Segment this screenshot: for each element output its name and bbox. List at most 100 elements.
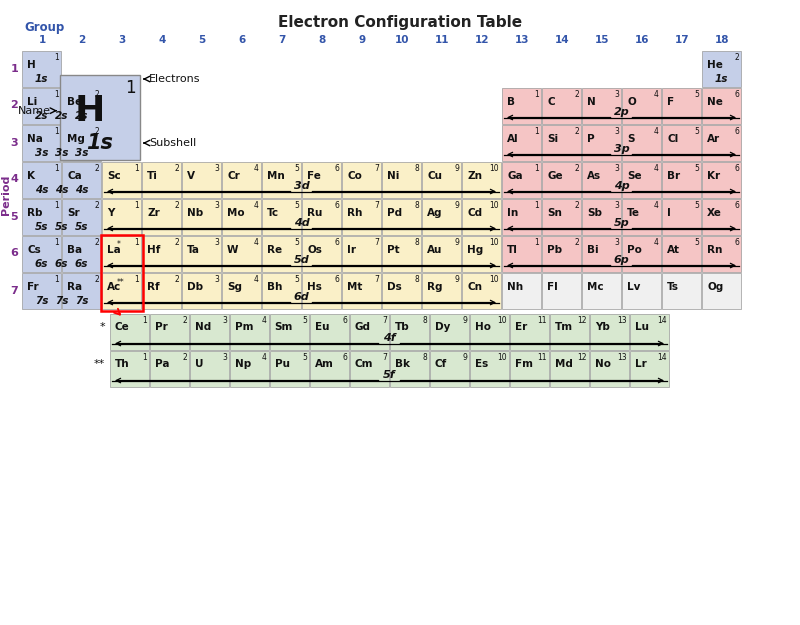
- Bar: [662, 199, 701, 235]
- Bar: [630, 314, 669, 350]
- Text: Ta: Ta: [187, 244, 200, 254]
- Text: Cf: Cf: [434, 359, 447, 369]
- Bar: [462, 199, 501, 235]
- Text: Mt: Mt: [347, 282, 362, 292]
- Text: Ra: Ra: [67, 282, 82, 292]
- Text: F: F: [667, 97, 674, 107]
- Text: Ho: Ho: [474, 322, 490, 332]
- Text: Fe: Fe: [307, 171, 321, 181]
- Text: H: H: [27, 59, 36, 69]
- Text: Sm: Sm: [274, 322, 293, 332]
- Text: Bh: Bh: [267, 282, 282, 292]
- Text: 6: 6: [334, 238, 339, 247]
- Text: 3: 3: [614, 164, 619, 173]
- Text: Name: Name: [18, 106, 51, 116]
- Text: 7: 7: [374, 275, 379, 284]
- Bar: [382, 199, 421, 235]
- Bar: [622, 236, 661, 272]
- Bar: [582, 125, 621, 161]
- Text: Cm: Cm: [354, 359, 373, 369]
- Bar: [422, 162, 461, 198]
- Bar: [422, 273, 461, 309]
- Text: 2: 2: [574, 164, 579, 173]
- Bar: [22, 88, 61, 124]
- Text: 8: 8: [422, 316, 427, 325]
- Text: Mc: Mc: [587, 282, 604, 292]
- Text: 2: 2: [182, 353, 187, 362]
- Text: 14: 14: [658, 353, 667, 362]
- Text: 1: 1: [534, 164, 539, 173]
- Text: Eu: Eu: [314, 322, 329, 332]
- Text: 4: 4: [654, 164, 659, 173]
- Text: He: He: [707, 59, 723, 69]
- Text: Pb: Pb: [547, 244, 562, 254]
- Bar: [22, 199, 61, 235]
- Text: Y: Y: [107, 208, 114, 217]
- Text: Se: Se: [627, 171, 642, 181]
- Text: 8: 8: [414, 275, 419, 284]
- Bar: [502, 273, 541, 309]
- Bar: [510, 351, 549, 387]
- Text: Hs: Hs: [307, 282, 322, 292]
- Text: 3s: 3s: [75, 148, 88, 158]
- Bar: [630, 351, 669, 387]
- Text: Dy: Dy: [434, 322, 450, 332]
- Bar: [622, 273, 661, 309]
- Bar: [502, 199, 541, 235]
- Text: Be: Be: [67, 97, 82, 107]
- Bar: [382, 236, 421, 272]
- Text: Pa: Pa: [154, 359, 169, 369]
- Text: 1: 1: [10, 64, 18, 74]
- Text: Si: Si: [547, 134, 558, 144]
- Text: 4s: 4s: [55, 185, 68, 195]
- Text: Nd: Nd: [194, 322, 211, 332]
- Text: 2: 2: [574, 238, 579, 247]
- Text: 13: 13: [618, 316, 627, 325]
- Text: 2: 2: [574, 127, 579, 136]
- Text: Fr: Fr: [27, 282, 38, 292]
- Bar: [262, 273, 301, 309]
- Text: 5: 5: [10, 211, 18, 221]
- Bar: [582, 273, 621, 309]
- Text: 13: 13: [514, 35, 530, 45]
- Text: Mg: Mg: [67, 134, 85, 144]
- Text: 9: 9: [454, 238, 459, 247]
- Bar: [502, 125, 541, 161]
- Text: Ni: Ni: [387, 171, 399, 181]
- Bar: [502, 88, 541, 124]
- Bar: [182, 162, 221, 198]
- Bar: [342, 236, 381, 272]
- Text: 4s: 4s: [75, 185, 88, 195]
- Text: 12: 12: [578, 316, 587, 325]
- Text: Lr: Lr: [634, 359, 646, 369]
- Bar: [702, 88, 741, 124]
- Bar: [542, 125, 581, 161]
- Text: Ag: Ag: [427, 208, 442, 217]
- Text: 1: 1: [534, 127, 539, 136]
- Text: 1: 1: [134, 238, 139, 247]
- Text: Ru: Ru: [307, 208, 322, 217]
- Text: Sg: Sg: [227, 282, 242, 292]
- Text: Ts: Ts: [667, 282, 679, 292]
- Text: Tb: Tb: [394, 322, 410, 332]
- Text: Np: Np: [234, 359, 251, 369]
- Text: Db: Db: [187, 282, 203, 292]
- Text: Ds: Ds: [387, 282, 402, 292]
- Text: 3: 3: [614, 127, 619, 136]
- Text: Ce: Ce: [114, 322, 130, 332]
- Text: Au: Au: [427, 244, 442, 254]
- Bar: [462, 162, 501, 198]
- Text: Cs: Cs: [27, 244, 41, 254]
- Text: 10: 10: [498, 353, 507, 362]
- Bar: [142, 162, 181, 198]
- Bar: [390, 351, 429, 387]
- Text: 3p: 3p: [614, 144, 630, 154]
- Bar: [182, 199, 221, 235]
- Text: 2: 2: [94, 127, 99, 136]
- Bar: [342, 199, 381, 235]
- Text: 2: 2: [78, 35, 86, 45]
- Bar: [230, 314, 269, 350]
- Bar: [542, 199, 581, 235]
- Text: 2s: 2s: [75, 111, 88, 121]
- Text: 6: 6: [238, 35, 246, 45]
